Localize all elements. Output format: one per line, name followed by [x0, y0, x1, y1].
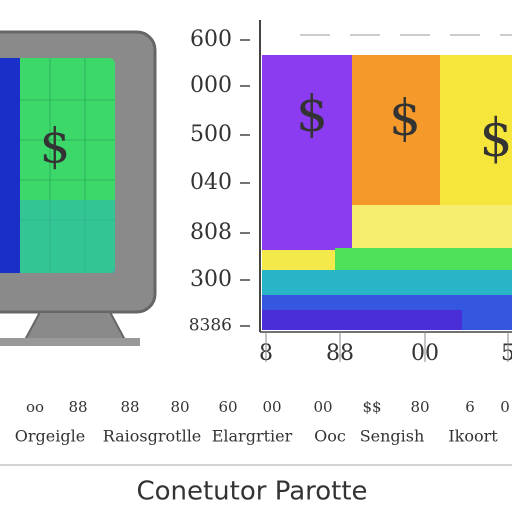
- purple-block: [262, 55, 352, 250]
- small-label: 6: [465, 398, 475, 416]
- x-label: 5: [501, 341, 512, 366]
- small-label: 00: [262, 398, 281, 416]
- small-label: 00: [313, 398, 332, 416]
- green-band: [335, 248, 512, 270]
- y-label: 500: [190, 122, 232, 147]
- small-label: oo: [26, 398, 44, 416]
- y-label: 600: [190, 27, 232, 52]
- monitor-stand: [23, 311, 127, 341]
- word-label: Orgeigle: [15, 427, 85, 446]
- dollar-symbol: $: [389, 89, 421, 147]
- y-label: 8386: [189, 316, 232, 336]
- word-label: Raiosgrotlle: [103, 427, 202, 446]
- small-label: 60: [218, 398, 237, 416]
- screen-strip: [0, 58, 20, 273]
- pale-block: [352, 205, 512, 250]
- word-label: Sengish: [360, 427, 425, 446]
- small-label: 80: [170, 398, 189, 416]
- small-label: 88: [68, 398, 87, 416]
- small-label: 80: [410, 398, 429, 416]
- small-label: 88: [120, 398, 139, 416]
- y-label: 808: [190, 220, 232, 245]
- deep-band: [262, 310, 462, 330]
- dollar-symbol: $: [296, 85, 328, 143]
- y-label: 300: [190, 267, 232, 292]
- cyan-band: [262, 270, 512, 295]
- y-label: 000: [190, 73, 232, 98]
- dollar-symbol: $: [479, 109, 512, 169]
- word-label: Ooc: [314, 427, 346, 446]
- y-label: 040: [190, 170, 232, 195]
- screen-band: [20, 200, 115, 273]
- dollar-symbol: $: [40, 119, 71, 175]
- small-label: 0: [500, 398, 510, 416]
- word-label: Elargrtier: [212, 427, 293, 446]
- monitor-base: [0, 338, 140, 346]
- word-label: Ikoort: [448, 427, 498, 446]
- small-label: $$: [362, 398, 381, 416]
- footer-title: Conetutor Parotte: [136, 477, 367, 507]
- orange-block: [352, 55, 440, 205]
